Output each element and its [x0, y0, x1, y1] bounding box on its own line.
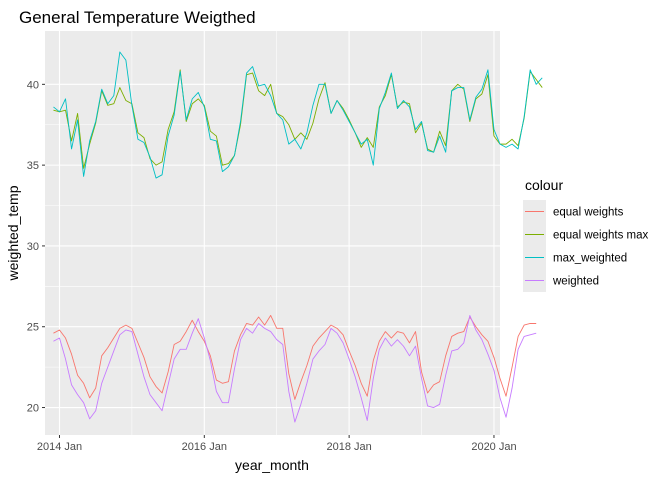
chart-title: General Temperature Weigthed	[19, 8, 256, 27]
y-axis-title: weighted_temp	[5, 185, 21, 281]
legend-title: colour	[525, 177, 563, 193]
x-tick-label: 2016 Jan	[182, 441, 227, 453]
x-tick-label: 2020 Jan	[471, 441, 516, 453]
series-line-weighted	[53, 314, 537, 423]
x-tick-label: 2014 Jan	[37, 441, 82, 453]
y-tick-label: 30	[27, 241, 39, 253]
series-line-equal-weights	[53, 314, 537, 400]
y-tick-label: 35	[27, 160, 39, 172]
legend-label: max_weighted	[553, 253, 627, 265]
x-axis: 2014 Jan 2016 Jan 2018 Jan 2020 Jan	[37, 435, 517, 453]
legend-label: equal weights max	[553, 230, 648, 242]
legend: colour equal weights equal weights max max…	[523, 177, 648, 292]
series-lines	[53, 51, 543, 423]
series-line-max-weighted	[53, 51, 543, 179]
y-tick-label: 25	[27, 322, 39, 334]
x-axis-title: year_month	[235, 457, 309, 473]
x-tick-label: 2018 Jan	[327, 441, 372, 453]
legend-label: weighted	[552, 276, 599, 288]
grid-lines	[45, 31, 500, 435]
legend-label: equal weights	[553, 207, 624, 219]
y-tick-label: 20	[27, 403, 39, 415]
y-tick-label: 40	[27, 79, 39, 91]
plot-panel	[45, 31, 500, 435]
series-line-equal-weights-max	[53, 69, 543, 169]
y-axis: 20 25 30 35 40	[27, 79, 45, 415]
